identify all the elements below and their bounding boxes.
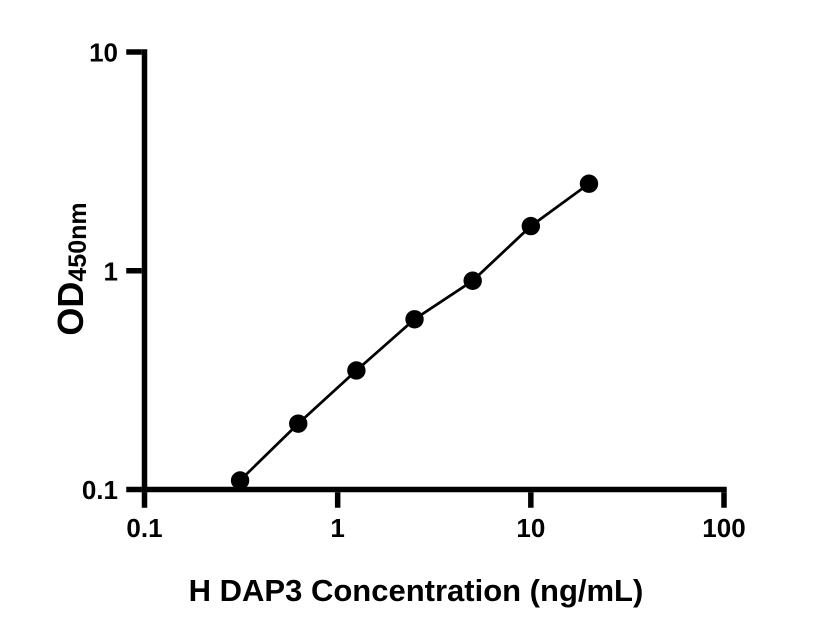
y-axis-title-subscript: 450nm xyxy=(64,202,92,281)
x-tick-label-0.1: 0.1 xyxy=(126,513,162,543)
x-tick-label-1: 1 xyxy=(330,513,344,543)
data-point-5 xyxy=(463,271,482,290)
x-axis-title: H DAP3 Concentration (ng/mL) xyxy=(189,573,644,608)
data-point-0.625 xyxy=(289,414,308,433)
x-tick-label-10: 10 xyxy=(516,513,545,543)
y-tick-label-0.1: 0.1 xyxy=(82,475,118,505)
y-axis-title-main: OD xyxy=(50,282,91,336)
axes-layer: 0.1 1 10 0.1 1 10 100 xyxy=(82,38,746,544)
y-tick-label-1: 1 xyxy=(104,256,118,286)
y-tick-label-10: 10 xyxy=(89,38,118,68)
data-point-0.3125 xyxy=(230,471,250,490)
data-point-20 xyxy=(579,174,599,193)
data-point-10 xyxy=(521,216,541,236)
y-axis-title: OD450nm xyxy=(50,202,92,335)
data-point-2.5 xyxy=(405,310,424,329)
x-tick-label-100: 100 xyxy=(702,513,745,543)
data-point-1.25 xyxy=(347,361,366,380)
series-layer xyxy=(230,174,599,490)
